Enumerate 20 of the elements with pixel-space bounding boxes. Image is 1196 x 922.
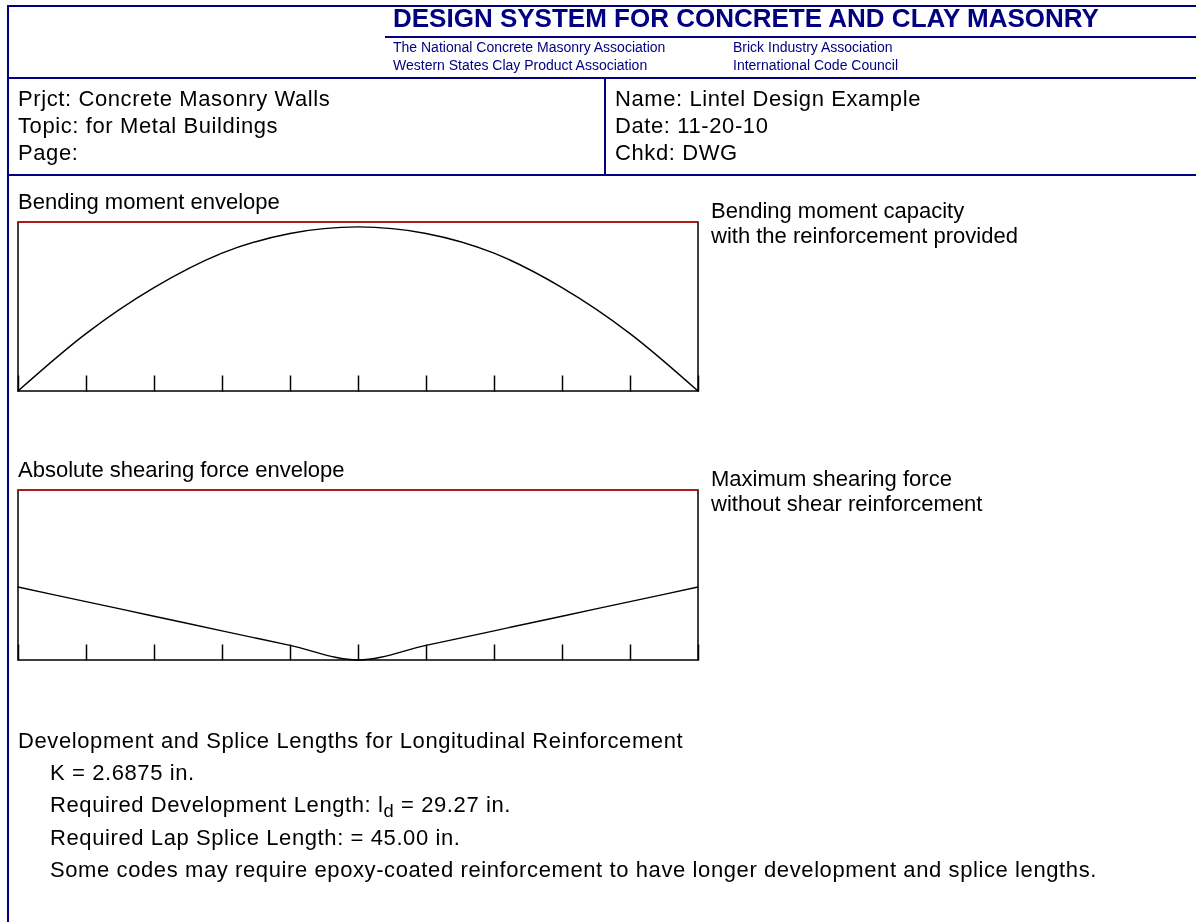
text: Required Lap Splice Length: = 45.00 in.: [50, 825, 461, 851]
text: The National Concrete Masonry Association: [393, 39, 666, 56]
chart-title: Bending moment envelope: [18, 189, 280, 214]
text: Page:: [18, 140, 79, 166]
ref-line-label: Bending moment capacity with the reinforcement provided: [710, 198, 1018, 248]
text: Prjct: Concrete Masonry Walls: [18, 86, 331, 112]
text: Chkd: DWG: [615, 140, 738, 166]
text: Some codes may require epoxy-coated reinforcement to have longer development and splice lengths.: [50, 857, 1097, 883]
text: Brick Industry Association: [733, 39, 893, 56]
text: Topic: for Metal Buildings: [18, 113, 279, 139]
text: K = 2.6875 in.: [50, 760, 195, 786]
text: International Code Council: [733, 57, 898, 74]
text: DESIGN SYSTEM FOR CONCRETE AND CLAY MASONRY: [393, 3, 1099, 34]
text: Name: Lintel Design Example: [615, 86, 922, 112]
chart-title: Absolute shearing force envelope: [18, 457, 345, 482]
text: Western States Clay Product Association: [393, 57, 648, 74]
text: Development and Splice Lengths for Longitudinal Reinforcement: [18, 728, 684, 754]
text: Date: 11-20-10: [615, 113, 769, 139]
text: Required Development Length: l$_{d}$ = 29.27 in.: [50, 792, 512, 822]
ref-line-label: Maximum shearing force without shear reinforcement: [710, 466, 983, 516]
